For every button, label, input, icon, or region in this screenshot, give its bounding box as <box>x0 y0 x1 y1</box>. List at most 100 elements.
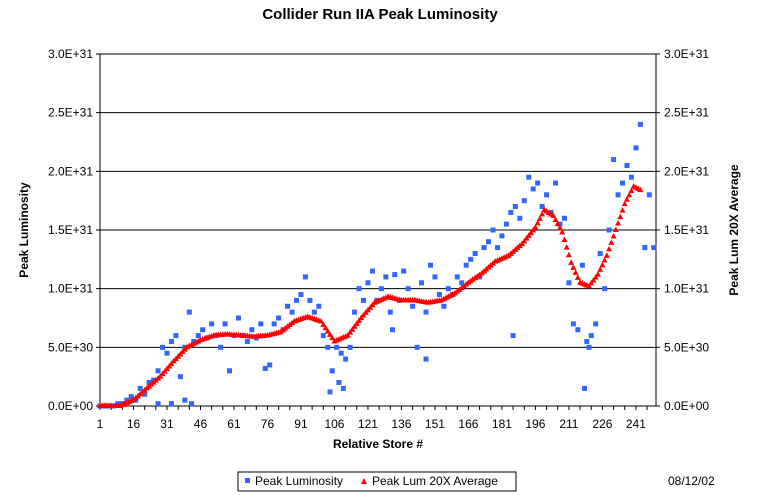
data-point-peak-luminosity <box>168 338 174 344</box>
data-point-peak-luminosity <box>155 401 161 407</box>
data-point-peak-luminosity <box>642 245 648 251</box>
legend-marker-peak-luminosity <box>245 478 250 483</box>
data-point-peak-luminosity <box>566 280 572 286</box>
data-point-peak-luminosity <box>468 256 474 262</box>
data-point-peak-luminosity <box>155 368 161 374</box>
data-point-peak-luminosity <box>218 344 224 350</box>
data-point-peak-luminosity <box>597 250 603 256</box>
data-point-peak-luminosity <box>262 365 268 371</box>
data-point-peak-luminosity <box>570 321 576 327</box>
y-tick-label: 0.0E+00 <box>48 399 93 413</box>
data-point-peak-lum-20x-average <box>615 220 622 226</box>
data-point-peak-luminosity <box>646 192 652 198</box>
data-point-peak-luminosity <box>146 380 152 386</box>
data-point-peak-luminosity <box>494 245 500 251</box>
data-point-peak-luminosity <box>584 338 590 344</box>
gridlines <box>100 112 656 348</box>
data-point-peak-lum-20x-average <box>601 257 608 263</box>
data-point-peak-lum-20x-average <box>623 196 630 202</box>
data-point-peak-luminosity <box>186 309 192 315</box>
data-point-peak-luminosity <box>327 389 333 395</box>
data-point-peak-luminosity <box>352 309 358 315</box>
data-point-peak-luminosity <box>628 174 634 180</box>
x-tick-label: 46 <box>194 417 208 431</box>
y2-tick-label: 1.5E+31 <box>664 223 709 237</box>
data-point-peak-luminosity <box>258 321 264 327</box>
data-point-peak-luminosity <box>360 297 366 303</box>
y-tick-label: 3.0E+31 <box>48 47 93 61</box>
data-point-peak-luminosity <box>356 286 362 292</box>
x-axis-label: Relative Store # <box>333 437 423 451</box>
x-tick-label: 181 <box>492 417 512 431</box>
data-point-peak-luminosity <box>427 262 433 268</box>
data-point-peak-luminosity <box>530 186 536 192</box>
data-point-peak-lum-20x-average <box>552 216 559 223</box>
data-point-peak-luminosity <box>383 274 389 280</box>
x-tick-label: 196 <box>525 417 545 431</box>
data-point-peak-luminosity <box>459 280 465 286</box>
data-point-peak-luminosity <box>195 333 201 339</box>
data-point-peak-lum-20x-average <box>554 220 561 227</box>
data-point-peak-lum-20x-average <box>608 239 615 245</box>
data-point-peak-luminosity <box>289 309 295 315</box>
data-point-peak-luminosity <box>249 327 255 333</box>
data-point-peak-luminosity <box>463 262 469 268</box>
y2-axis-ticks: 0.0E+00 5.0E+30 1.0E+31 1.5E+31 2.0E+31 2.5E+… <box>656 47 709 413</box>
legend-marker-peak-lum-20x-average <box>361 478 367 484</box>
y2-tick-label: 1.0E+31 <box>664 282 709 296</box>
data-point-peak-luminosity <box>517 215 523 221</box>
x-tick-label: 226 <box>592 417 612 431</box>
x-tick-label: 211 <box>559 417 578 431</box>
x-tick-label: 31 <box>160 417 174 431</box>
data-point-peak-luminosity <box>503 221 509 227</box>
data-point-peak-lum-20x-average <box>326 331 333 337</box>
data-point-peak-luminosity <box>508 209 514 215</box>
data-point-peak-luminosity <box>343 356 349 362</box>
data-point-peak-luminosity <box>481 245 487 251</box>
data-point-peak-luminosity <box>189 401 195 407</box>
x-tick-label: 106 <box>324 417 344 431</box>
data-point-peak-luminosity <box>338 350 344 356</box>
data-point-peak-lum-20x-average <box>563 244 570 250</box>
data-point-peak-lum-20x-average <box>590 276 597 283</box>
data-point-peak-luminosity <box>651 245 657 251</box>
y-tick-label: 1.5E+31 <box>48 223 93 237</box>
data-point-peak-lum-20x-average <box>588 279 595 286</box>
data-point-peak-luminosity <box>387 309 393 315</box>
x-tick-label: 241 <box>626 417 646 431</box>
data-point-peak-luminosity <box>128 394 134 400</box>
data-point-peak-luminosity <box>302 274 308 280</box>
data-point-peak-luminosity <box>401 268 407 274</box>
data-point-peak-lum-20x-average <box>621 200 628 207</box>
data-point-peak-luminosity <box>633 145 639 151</box>
series-peak-luminosity <box>97 121 657 409</box>
y2-tick-label: 2.5E+31 <box>664 106 709 120</box>
data-point-peak-lum-20x-average <box>626 191 633 198</box>
legend-label-peak-luminosity: Peak Luminosity <box>255 474 343 488</box>
data-point-peak-luminosity <box>486 239 492 245</box>
legend-box <box>237 471 517 492</box>
legend: Peak Luminosity Peak Lum 20X Average <box>237 471 517 492</box>
data-point-peak-luminosity <box>512 204 518 210</box>
data-point-peak-luminosity <box>423 309 429 315</box>
data-point-peak-luminosity <box>611 157 617 163</box>
y-tick-label: 5.0E+30 <box>48 340 93 354</box>
data-point-peak-lum-20x-average <box>539 210 546 217</box>
data-point-peak-luminosity <box>369 268 375 274</box>
x-tick-label: 136 <box>391 417 411 431</box>
data-point-peak-luminosity <box>575 327 581 333</box>
y-tick-label: 2.0E+31 <box>48 164 93 178</box>
data-point-peak-luminosity <box>490 227 496 233</box>
x-tick-label: 1 <box>97 417 104 431</box>
y-tick-label: 2.5E+31 <box>48 106 93 120</box>
data-point-peak-luminosity <box>499 233 505 239</box>
x-tick-label: 61 <box>227 417 241 431</box>
data-point-peak-luminosity <box>329 368 335 374</box>
data-point-peak-luminosity <box>168 401 174 407</box>
y2-tick-label: 2.0E+31 <box>664 164 709 178</box>
data-point-peak-luminosity <box>235 315 241 321</box>
x-tick-label: 16 <box>127 417 141 431</box>
data-point-peak-lum-20x-average <box>574 274 581 280</box>
data-point-peak-luminosity <box>620 180 626 186</box>
